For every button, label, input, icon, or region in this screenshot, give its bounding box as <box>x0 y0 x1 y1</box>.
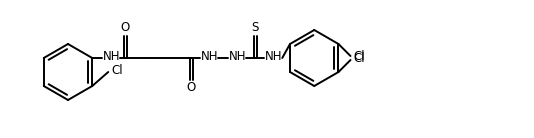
Text: Cl: Cl <box>112 64 123 78</box>
Text: O: O <box>186 82 196 95</box>
Text: Cl: Cl <box>354 51 365 63</box>
Text: Cl: Cl <box>354 52 365 66</box>
Text: S: S <box>252 22 259 34</box>
Text: NH: NH <box>229 51 246 63</box>
Text: NH: NH <box>200 51 218 63</box>
Text: O: O <box>121 22 130 34</box>
Text: NH: NH <box>264 51 282 63</box>
Text: NH: NH <box>103 51 120 63</box>
